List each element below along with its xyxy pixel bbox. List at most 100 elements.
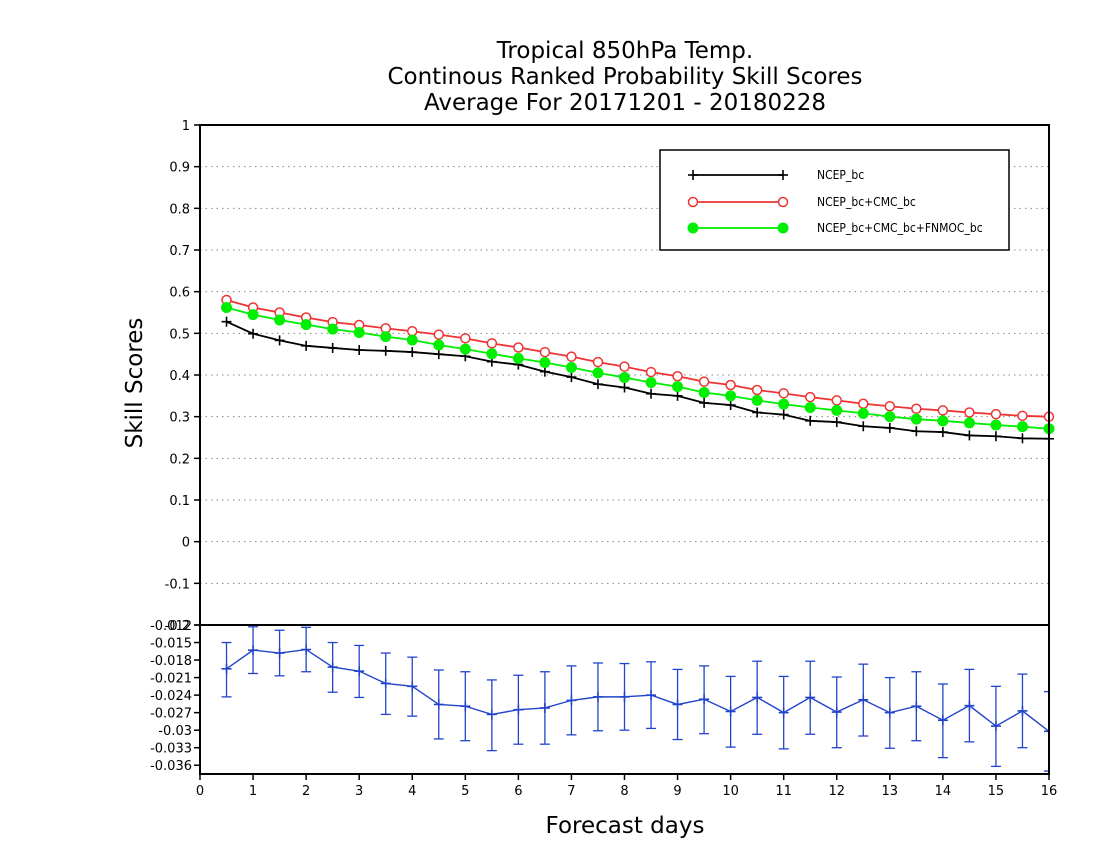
x-tick-label: 8 xyxy=(620,784,628,799)
series-1-point xyxy=(884,422,895,433)
series-3-point xyxy=(459,343,471,355)
difference-point xyxy=(1017,705,1028,716)
series-1-point xyxy=(221,316,232,327)
main-panel: -0.2 -0.1 0 0.1 0.2 0.3 0.4 0.5 0.6 0.7 0.8 0.9 1 xyxy=(165,119,1055,634)
series-3-point xyxy=(831,404,843,416)
sub-y-tick-label: -0.03 xyxy=(158,724,192,739)
sub-y-tick-label: -0.015 xyxy=(150,637,192,652)
difference-point xyxy=(884,707,895,718)
difference-series xyxy=(221,626,1049,772)
series-3-point xyxy=(1016,421,1028,433)
difference-point xyxy=(513,704,524,715)
legend-swatch-marker xyxy=(688,170,698,180)
series-1-point xyxy=(964,430,975,441)
difference-point xyxy=(354,666,365,677)
series-3-point xyxy=(645,377,657,388)
difference-point xyxy=(699,694,710,705)
chart-title: Tropical 850hPa Temp. xyxy=(496,38,753,64)
series-1-point xyxy=(937,427,948,438)
x-tick-label: 3 xyxy=(355,784,363,799)
series-1-point xyxy=(433,349,444,360)
y-tick-label: 0.8 xyxy=(169,202,190,217)
series-1-point xyxy=(752,407,763,418)
series-3-point xyxy=(433,339,445,351)
sub-y-tick-label: -0.033 xyxy=(150,742,192,757)
sub-y-tick-label: -0.036 xyxy=(150,759,192,774)
chart-subtitle-line-2: Average For 20171201 - 20180228 xyxy=(424,90,826,116)
y-tick-label: 0.1 xyxy=(169,494,190,509)
legend-label: NCEP_bc xyxy=(817,168,864,182)
x-tick-label: 11 xyxy=(775,784,792,799)
difference-panel: -0.012 -0.015 -0.018 -0.021 -0.024 -0.027 -0.0… xyxy=(150,619,1050,775)
sub-y-tick-label: -0.027 xyxy=(150,707,192,722)
x-tick-label: 4 xyxy=(408,784,416,799)
sub-y-tick-label: -0.021 xyxy=(150,672,192,687)
difference-point xyxy=(964,700,975,711)
y-tick-label: 0.6 xyxy=(169,286,190,301)
difference-point xyxy=(646,690,657,701)
difference-point xyxy=(539,702,550,713)
series-2-point xyxy=(831,395,842,406)
x-tick-label: 5 xyxy=(461,784,469,799)
sub-y-tick-label: -0.018 xyxy=(150,654,192,669)
x-tick-label: 9 xyxy=(673,784,681,799)
difference-point xyxy=(937,715,948,726)
series-1-point xyxy=(619,382,630,393)
series-3-point xyxy=(937,415,949,427)
x-tick-label: 12 xyxy=(828,784,845,799)
y-tick-label: -0.2 xyxy=(165,619,190,634)
series-3-point xyxy=(910,413,922,425)
difference-point xyxy=(911,701,922,712)
series-2-point xyxy=(778,388,789,399)
legend-label: NCEP_bc+CMC_bc+FNMOC_bc xyxy=(817,221,983,235)
series-1-point xyxy=(301,340,312,351)
series-1-point xyxy=(778,409,789,420)
series-1-point xyxy=(831,417,842,428)
difference-point xyxy=(778,707,789,718)
series-3-point xyxy=(857,407,869,419)
y-tick-label: 0.2 xyxy=(169,452,190,467)
difference-point xyxy=(592,691,603,702)
series-2-point xyxy=(460,333,471,344)
y-axis-label: Skill Scores xyxy=(122,318,148,449)
series-2-line xyxy=(226,299,1050,418)
series-3-point xyxy=(327,323,339,335)
series-1-point xyxy=(1017,433,1028,444)
series-1-point xyxy=(699,397,710,408)
series-2-point xyxy=(698,376,710,387)
legend: NCEP_bc NCEP_bc+CMC_bc NCEP_bc+CMC_bc+FNMO… xyxy=(659,149,1010,251)
series-2-point xyxy=(964,407,975,418)
difference-point xyxy=(274,648,285,659)
y-tick-label: 0.9 xyxy=(169,161,190,176)
difference-point xyxy=(301,644,312,655)
series-1-point xyxy=(592,379,603,390)
difference-point xyxy=(460,701,471,712)
difference-point xyxy=(990,721,1001,732)
legend-swatch-marker xyxy=(778,170,788,180)
series-2-point xyxy=(804,391,816,403)
difference-point xyxy=(805,692,816,703)
series-3-point xyxy=(698,387,710,398)
series-1-point xyxy=(805,415,816,426)
series-1-point xyxy=(539,366,550,377)
difference-point xyxy=(433,699,444,710)
series-2-point xyxy=(911,403,922,414)
legend-item-1: NCEP_bc xyxy=(688,168,864,182)
series-3-point xyxy=(751,394,763,406)
series-2-point xyxy=(407,326,418,337)
y-tick-label: 0.5 xyxy=(169,327,190,342)
series-1-point xyxy=(672,390,683,401)
x-tick-label: 1 xyxy=(249,784,257,799)
series-3-point xyxy=(619,372,630,383)
series-2-point xyxy=(566,351,577,362)
series-2-point xyxy=(725,379,736,391)
difference-line xyxy=(226,648,1049,732)
series-3-line xyxy=(226,306,1050,430)
series-1-point xyxy=(248,328,259,339)
series-3-point xyxy=(274,314,286,326)
series-3 xyxy=(221,302,1055,435)
difference-point xyxy=(380,678,391,689)
difference-point xyxy=(725,706,736,717)
series-1-point xyxy=(646,388,657,399)
